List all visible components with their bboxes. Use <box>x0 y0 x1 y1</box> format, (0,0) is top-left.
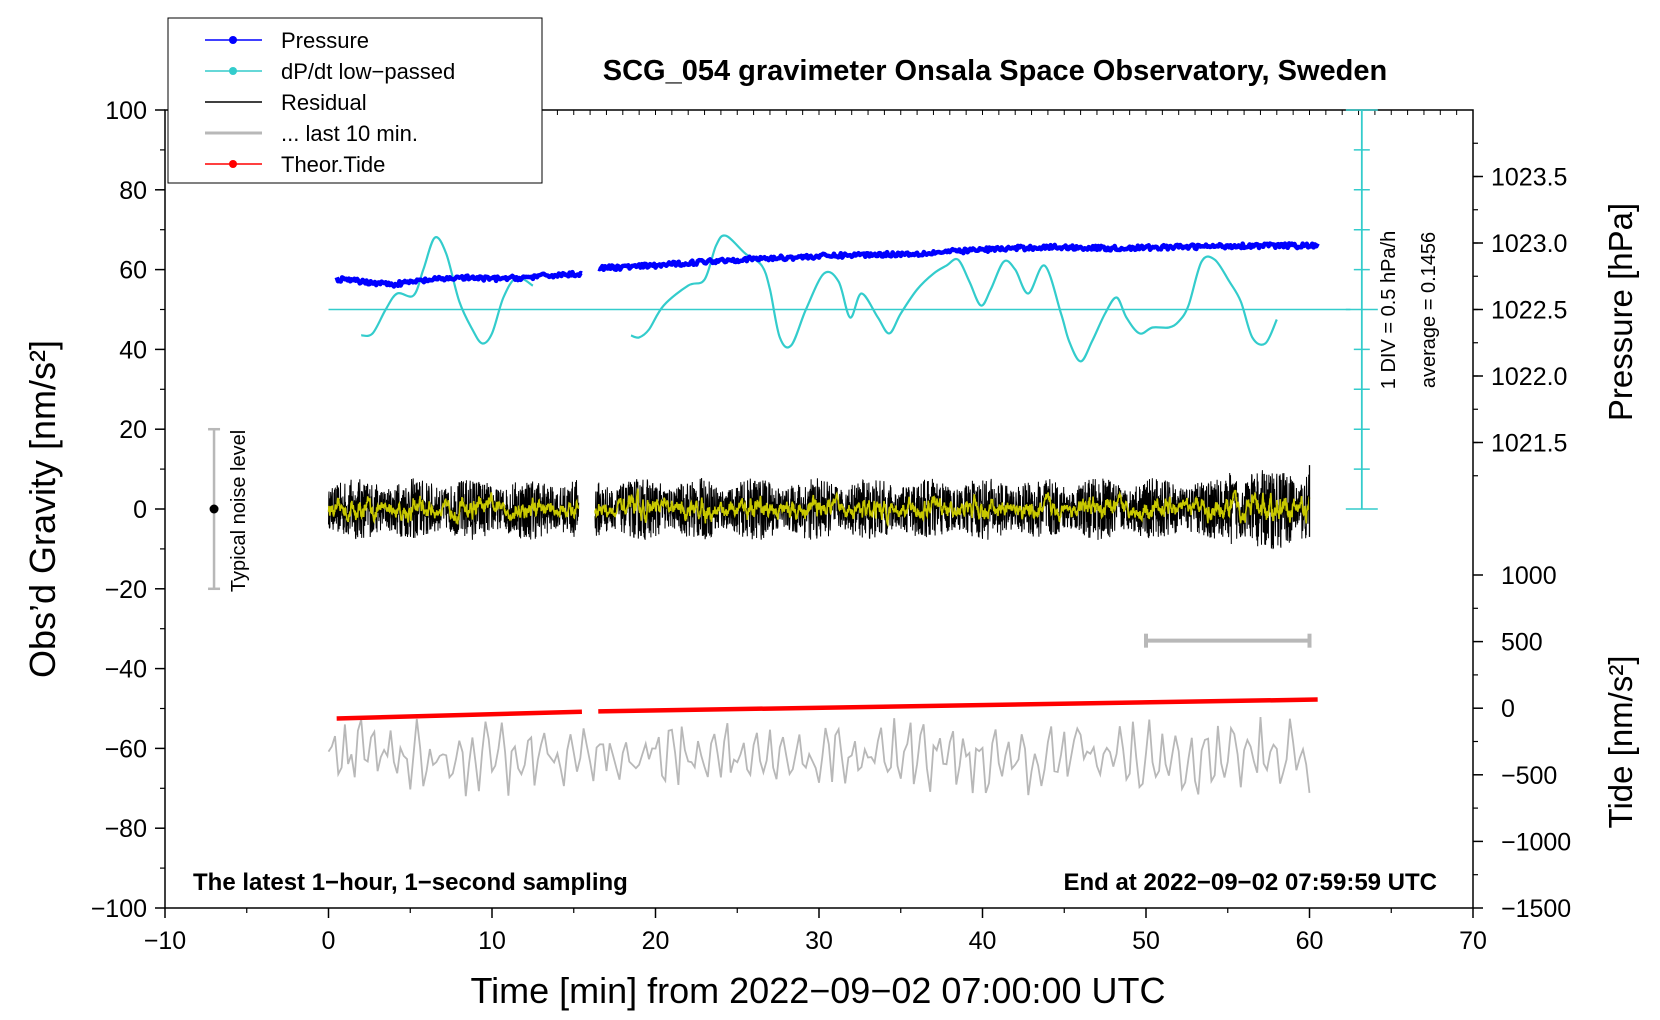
y-tick-label: 80 <box>119 177 147 205</box>
legend-label: Pressure <box>281 28 369 53</box>
y-axis-label: Obs’d Gravity [nm/s²] <box>22 340 63 678</box>
legend-label: Theor.Tide <box>281 152 385 177</box>
chart-title: SCG_054 gravimeter Onsala Space Observat… <box>603 55 1387 87</box>
noise-center-dot <box>209 504 219 514</box>
dpdt-line <box>361 236 534 345</box>
legend-box <box>167 17 543 184</box>
average-label: average = 0.1456 <box>1418 232 1440 388</box>
last-10-min-line <box>327 717 1311 797</box>
pressure-line <box>597 241 1320 273</box>
x-tick-label: 30 <box>805 927 833 955</box>
tide-tick-label: −1500 <box>1501 895 1571 923</box>
y-axis-ticks: −100 −80 −60 −40 −20 0 20 40 60 80 100 <box>91 97 165 923</box>
tide-axis-label: Tide [nm/s²] <box>1602 656 1639 829</box>
y-tick-label: −20 <box>105 576 147 604</box>
y-tick-label: −100 <box>91 895 147 923</box>
legend-swatch-marker <box>229 67 237 75</box>
tide-axis-ticks: −1500 −1000 −500 0 500 1000 <box>1473 562 1571 923</box>
y-tick-label: 0 <box>133 496 147 524</box>
x-tick-label: −10 <box>144 927 186 955</box>
x-tick-label: 0 <box>322 927 336 955</box>
y-tick-label: −80 <box>105 815 147 843</box>
legend: Pressure dP/dt low−passed Residual ... last… <box>205 28 455 177</box>
tide-tick-label: 500 <box>1501 629 1543 657</box>
x-axis-label: Time [min] from 2022−09−02 07:00:00 UTC <box>470 970 1165 1011</box>
noise-label: Typical noise level <box>228 430 250 592</box>
pressure-series <box>334 241 1320 289</box>
tide-line <box>336 709 582 721</box>
y-tick-label: 40 <box>119 336 147 364</box>
x-axis-ticks: −10 0 10 20 30 40 50 60 70 <box>144 110 1487 955</box>
pressure-tick-label: 1023.0 <box>1491 230 1567 258</box>
x-tick-label: 10 <box>478 927 506 955</box>
residual-smoothed-line <box>594 488 1311 528</box>
residual-smoothed-line <box>327 491 580 525</box>
legend-label: Residual <box>281 90 367 115</box>
residual-series <box>327 465 1311 550</box>
tide-tick-label: 1000 <box>1501 562 1557 590</box>
tide-tick-label: −500 <box>1501 762 1557 790</box>
y-tick-label: 20 <box>119 416 147 444</box>
x-tick-label: 40 <box>969 927 997 955</box>
x-tick-label: 50 <box>1132 927 1160 955</box>
end-time-note: End at 2022−09−02 07:59:59 UTC <box>1063 869 1437 896</box>
residual-line <box>328 478 580 540</box>
pressure-tick-label: 1022.5 <box>1491 297 1567 325</box>
legend-label: ... last 10 min. <box>281 121 418 146</box>
div-label: 1 DIV = 0.5 hPa/h <box>1378 231 1400 389</box>
tide-series <box>336 697 1318 721</box>
y-tick-label: −60 <box>105 735 147 763</box>
tide-tick-label: 0 <box>1501 695 1515 723</box>
div-scale <box>1345 109 1378 510</box>
pressure-axis-ticks: 1021.5 1022.0 1022.5 1023.0 1023.5 <box>1473 142 1567 477</box>
pressure-tick-label: 1022.0 <box>1491 363 1567 391</box>
x-tick-label: 70 <box>1459 927 1487 955</box>
pressure-tick-label: 1023.5 <box>1491 164 1567 192</box>
last-10-min-series <box>327 717 1311 797</box>
y-tick-label: −40 <box>105 656 147 684</box>
legend-swatch-marker <box>229 160 237 168</box>
pressure-axis-label: Pressure [hPa] <box>1602 203 1639 421</box>
legend-label: dP/dt low−passed <box>281 59 455 84</box>
tide-line <box>598 697 1318 714</box>
x-tick-label: 20 <box>642 927 670 955</box>
last-10-min-range-bar <box>1144 633 1312 648</box>
legend-swatch-marker <box>229 36 237 44</box>
pressure-tick-label: 1021.5 <box>1491 430 1567 458</box>
tide-tick-label: −1000 <box>1501 828 1571 856</box>
noise-indicator <box>208 427 221 591</box>
pressure-line <box>334 269 583 289</box>
x-tick-label: 60 <box>1296 927 1324 955</box>
y-tick-label: 60 <box>119 257 147 285</box>
sampling-note: The latest 1−hour, 1−second sampling <box>193 869 628 896</box>
y-tick-label: 100 <box>105 97 147 125</box>
